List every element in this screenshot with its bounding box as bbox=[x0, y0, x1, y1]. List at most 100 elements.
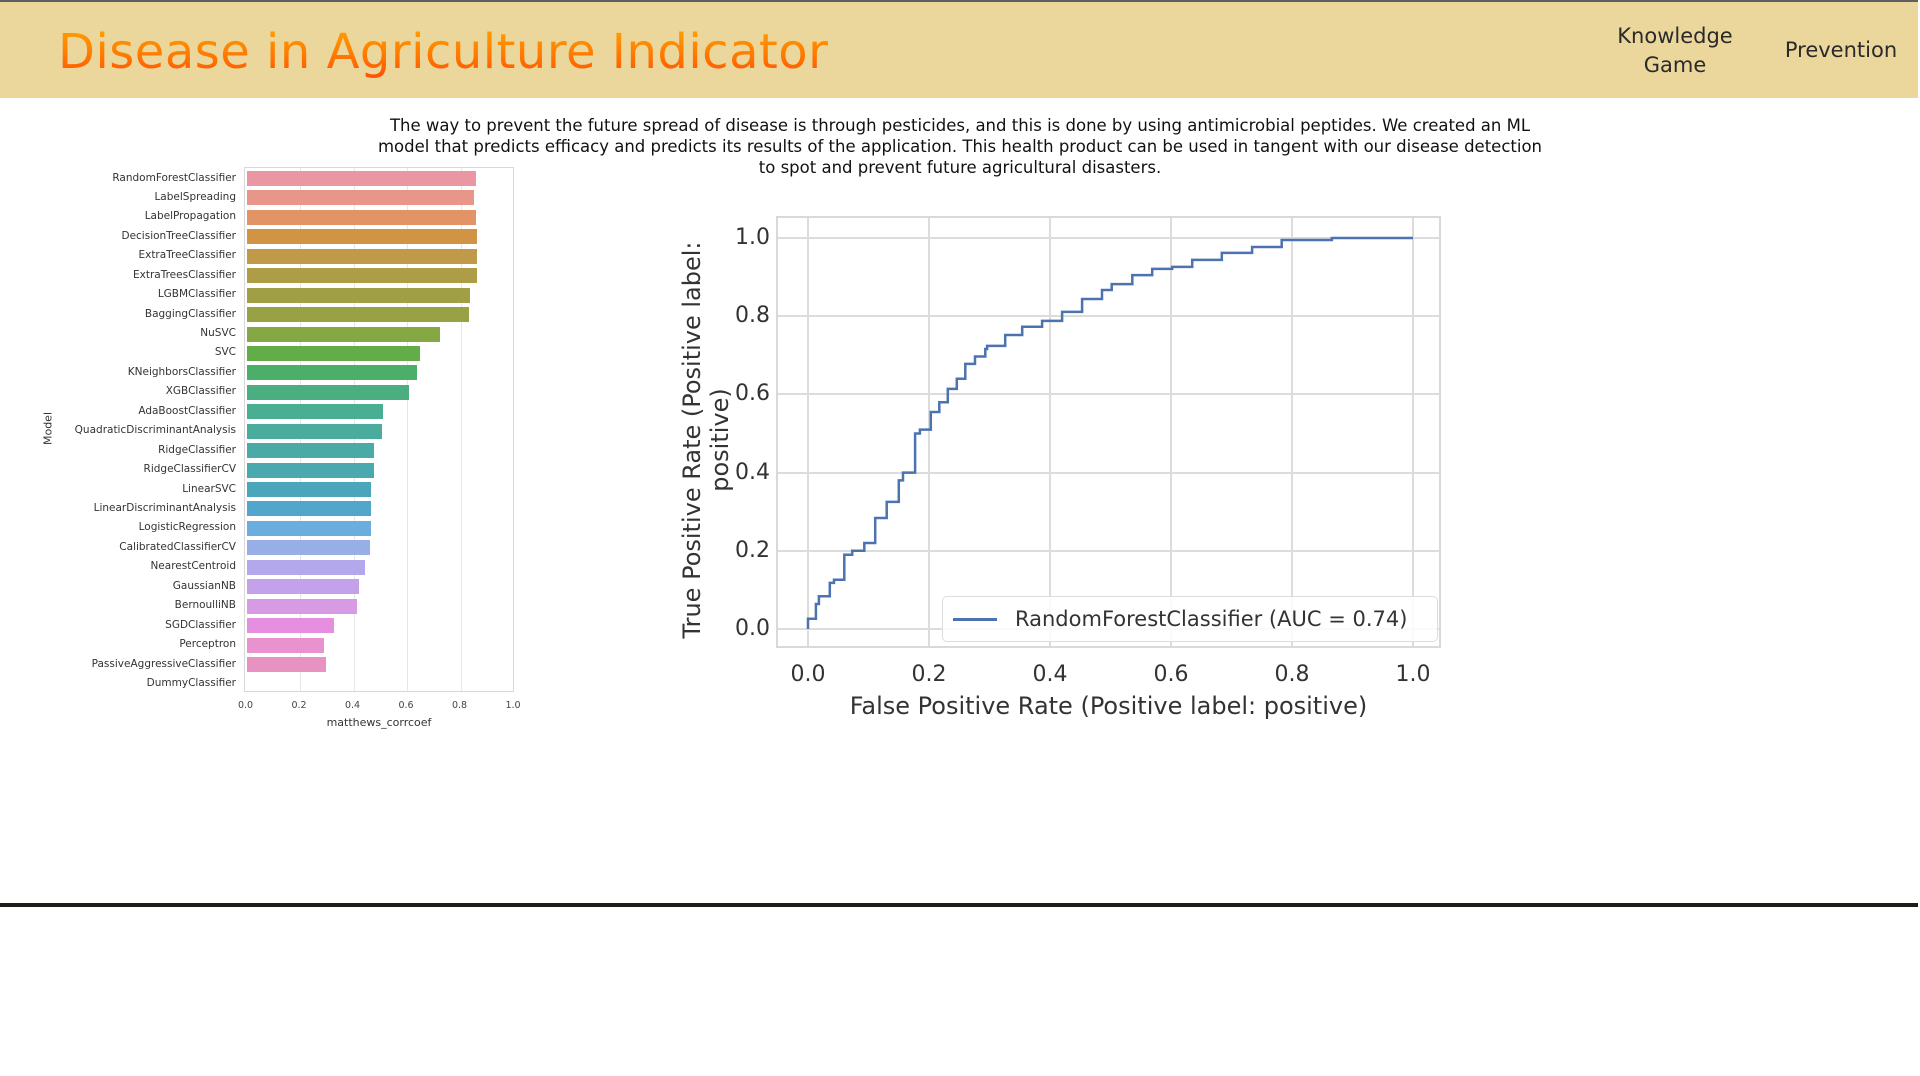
bar-labelpropagation bbox=[246, 209, 476, 225]
roc-x-tick: 1.0 bbox=[1395, 662, 1431, 687]
legend-label: RandomForestClassifier (AUC = 0.74) bbox=[1015, 607, 1408, 631]
bar-chart-x-label: matthews_corrcoef bbox=[326, 716, 432, 729]
bar-baggingclassifier bbox=[246, 307, 469, 323]
bar-category-label: QuadraticDiscriminantAnalysis bbox=[74, 424, 236, 437]
bar-category-label: AdaBoostClassifier bbox=[138, 404, 236, 417]
bar-lineardiscriminantanalysis bbox=[246, 501, 372, 517]
top-navbar: Disease in Agriculture Indicator Knowled… bbox=[0, 0, 1918, 98]
roc-vgridline bbox=[807, 218, 809, 646]
bar-category-label: BaggingClassifier bbox=[144, 307, 236, 320]
roc-x-tick: 0.4 bbox=[1032, 662, 1068, 687]
bar-perceptron bbox=[246, 637, 325, 653]
bar-decisiontreeclassifier bbox=[246, 229, 477, 245]
bar-category-label: XGBClassifier bbox=[165, 385, 236, 398]
bar-x-tick: 0.8 bbox=[451, 700, 468, 711]
bar-kneighborsclassifier bbox=[246, 365, 417, 381]
bar-extratreeclassifier bbox=[246, 248, 477, 264]
bar-extratreesclassifier bbox=[246, 268, 477, 284]
roc-hgridline bbox=[778, 315, 1439, 318]
roc-plot-area bbox=[776, 216, 1441, 648]
bar-category-label: Perceptron bbox=[179, 638, 236, 651]
bar-quadraticdiscriminantanalysis bbox=[246, 423, 383, 439]
bar-x-tick: 0.6 bbox=[398, 700, 414, 711]
roc-hgridline bbox=[778, 393, 1439, 396]
roc-x-tick: 0.0 bbox=[790, 662, 826, 687]
bar-category-label: ExtraTreesClassifier bbox=[133, 268, 236, 281]
bar-chart-plot-area bbox=[244, 167, 514, 692]
roc-x-label: False Positive Rate (Positive label: pos… bbox=[849, 692, 1368, 720]
roc-y-tick: 0.8 bbox=[735, 303, 770, 329]
bar-category-label: BernoulliNB bbox=[174, 599, 236, 612]
bar-gaussiannb bbox=[246, 579, 360, 595]
nav-prevention[interactable]: Prevention bbox=[1784, 38, 1898, 62]
bar-linearsvc bbox=[246, 482, 372, 498]
bar-chart-y-label: Model bbox=[41, 411, 55, 446]
bar-randomforestclassifier bbox=[246, 171, 476, 186]
roc-vgridline bbox=[1291, 218, 1293, 646]
bar-x-tick: 0.2 bbox=[291, 700, 307, 711]
roc-curve-line bbox=[806, 236, 1413, 629]
bar-category-label: NuSVC bbox=[200, 327, 236, 340]
bar-category-label: RidgeClassifier bbox=[158, 443, 236, 456]
bar-category-label: DecisionTreeClassifier bbox=[121, 229, 236, 242]
bar-gridline bbox=[407, 168, 408, 691]
bar-category-label: PassiveAggressiveClassifier bbox=[91, 657, 236, 670]
bar-category-label: LabelSpreading bbox=[154, 190, 236, 203]
legend-line-swatch bbox=[953, 617, 997, 621]
bar-category-label: RandomForestClassifier bbox=[112, 171, 236, 184]
roc-hgridline bbox=[778, 471, 1439, 474]
bar-x-tick: 0.0 bbox=[237, 700, 254, 711]
bar-lgbmclassifier bbox=[246, 287, 470, 303]
bar-passiveaggressiveclassifier bbox=[246, 657, 327, 672]
bar-svc bbox=[246, 345, 420, 361]
roc-vgridline bbox=[928, 218, 930, 646]
bar-bernoullinb bbox=[246, 598, 358, 614]
bar-category-label: KNeighborsClassifier bbox=[127, 365, 236, 378]
roc-x-tick: 0.2 bbox=[911, 662, 947, 687]
bar-x-tick: 0.4 bbox=[344, 700, 361, 711]
bar-category-label: SVC bbox=[214, 346, 236, 359]
bar-category-label: ExtraTreeClassifier bbox=[138, 249, 236, 262]
bar-xgbclassifier bbox=[246, 384, 410, 400]
bar-category-label: LinearDiscriminantAnalysis bbox=[93, 501, 236, 514]
bar-category-label: LogisticRegression bbox=[138, 521, 236, 534]
bar-sgdclassifier bbox=[246, 618, 335, 634]
roc-x-tick: 0.8 bbox=[1274, 662, 1310, 687]
roc-y-tick: 0.2 bbox=[735, 537, 770, 563]
roc-hgridline bbox=[778, 549, 1439, 552]
bar-category-label: DummyClassifier bbox=[146, 676, 236, 689]
bar-ridgeclassifiercv bbox=[246, 462, 374, 478]
roc-y-tick: 0.4 bbox=[735, 459, 770, 485]
site-title[interactable]: Disease in Agriculture Indicator bbox=[58, 24, 829, 80]
bar-nusvc bbox=[246, 326, 441, 342]
bar-nearestcentroid bbox=[246, 559, 365, 575]
bar-logisticregression bbox=[246, 520, 371, 536]
roc-vgridline bbox=[1049, 218, 1051, 646]
roc-y-tick: 1.0 bbox=[735, 225, 770, 250]
footer-divider bbox=[0, 903, 1918, 907]
description-text: The way to prevent the future spread of … bbox=[377, 115, 1542, 177]
bar-category-label: LabelPropagation bbox=[144, 210, 236, 223]
bar-category-label: SGDClassifier bbox=[165, 618, 236, 631]
bar-adaboostclassifier bbox=[246, 404, 384, 420]
roc-vgridline bbox=[1170, 218, 1172, 646]
bar-calibratedclassifiercv bbox=[246, 540, 370, 556]
bar-x-tick: 1.0 bbox=[505, 700, 521, 711]
nav-knowledge-game[interactable]: Knowledge Game bbox=[1617, 24, 1733, 77]
bar-gridline bbox=[460, 168, 462, 691]
roc-y-tick: 0.6 bbox=[735, 381, 770, 407]
roc-legend: RandomForestClassifier (AUC = 0.74) bbox=[942, 596, 1438, 642]
roc-vgridline bbox=[1412, 218, 1414, 646]
bar-category-label: GaussianNB bbox=[172, 579, 236, 592]
roc-x-tick: 0.6 bbox=[1153, 662, 1189, 687]
roc-hgridline bbox=[778, 237, 1439, 239]
bar-category-label: RidgeClassifierCV bbox=[143, 463, 236, 476]
bar-category-label: LGBMClassifier bbox=[157, 288, 236, 301]
bar-category-label: NearestCentroid bbox=[150, 560, 236, 573]
bar-category-label: CalibratedClassifierCV bbox=[119, 540, 236, 553]
bar-labelspreading bbox=[246, 190, 475, 206]
roc-y-label: True Positive Rate (Positive label: posi… bbox=[678, 241, 734, 639]
bar-category-label: LinearSVC bbox=[182, 482, 236, 495]
roc-curve-chart: True Positive Rate (Positive label: posi… bbox=[670, 170, 1470, 730]
bar-ridgeclassifier bbox=[246, 443, 374, 459]
